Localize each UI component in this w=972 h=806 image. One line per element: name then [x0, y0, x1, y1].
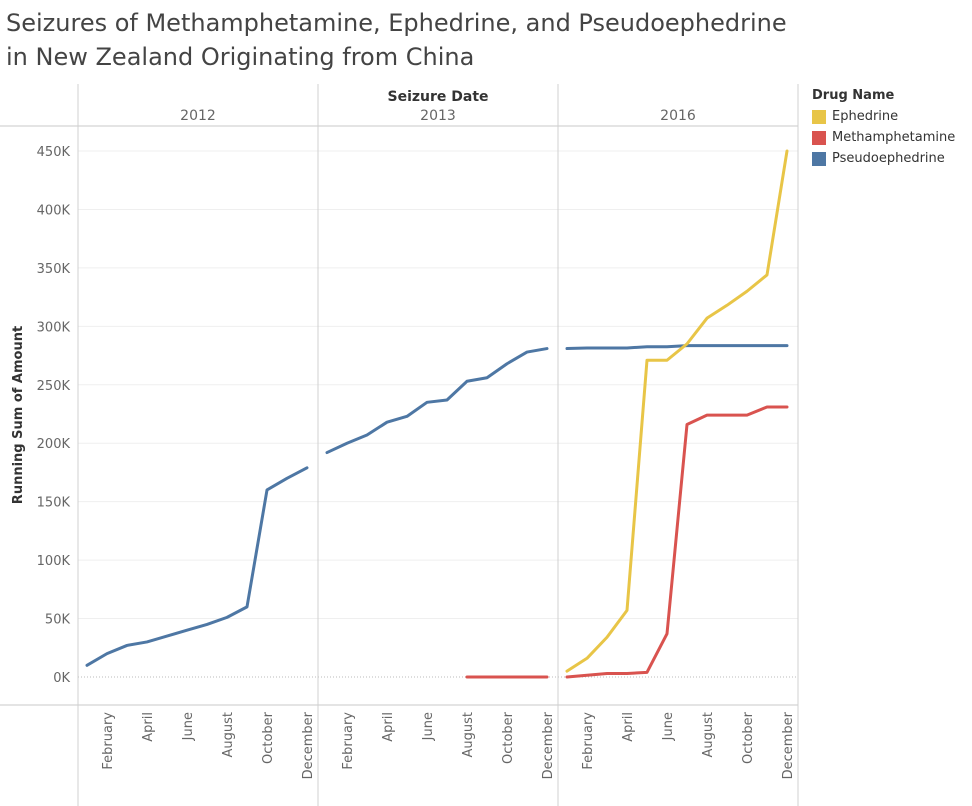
x-tick-label: June [181, 712, 196, 741]
x-tick-label: October [261, 711, 276, 764]
y-tick-label: 100K [37, 554, 71, 569]
y-tick-label: 300K [37, 320, 71, 335]
legend-item[interactable]: Pseudoephedrine [812, 148, 955, 169]
x-tick-label: June [421, 712, 436, 741]
y-tick-label: 50K [45, 613, 71, 628]
x-axis-label: Seizure Date [387, 89, 488, 105]
x-tick-label: June [661, 712, 676, 741]
legend-swatch [812, 130, 826, 145]
legend-swatch [812, 109, 826, 124]
chart-title: Seizures of Methamphetamine, Ephedrine, … [6, 9, 787, 71]
x-tick-label: December [781, 711, 796, 779]
series-line-methamphetamine-2016 [565, 405, 789, 679]
x-tick-label: October [501, 711, 516, 764]
legend-item[interactable]: Ephedrine [812, 106, 955, 127]
legend-swatch [812, 151, 826, 166]
legend-title: Drug Name [812, 88, 895, 103]
panel-year-label: 2016 [660, 108, 696, 124]
x-tick-label: August [701, 712, 716, 758]
series-lines [85, 149, 789, 679]
x-tick-label: February [341, 712, 356, 770]
y-tick-label: 450K [37, 145, 71, 160]
x-tick-label: April [141, 712, 156, 742]
chart-frame [0, 84, 799, 806]
y-tick-label: 350K [37, 262, 71, 277]
legend-label: Pseudoephedrine [832, 151, 945, 166]
legend-item[interactable]: Methamphetamine [812, 127, 955, 148]
legend-label: Methamphetamine [832, 130, 956, 145]
x-tick-label: December [541, 711, 556, 779]
x-tick-label: April [621, 712, 636, 742]
y-tick-label: 400K [37, 203, 71, 218]
series-line-pseudoephedrine-2013 [325, 347, 549, 455]
y-tick-label: 0K [53, 671, 70, 686]
legend: Drug Name Ephedrine Methamphetamine Pseudo… [812, 88, 955, 169]
panel-year-label: 2012 [180, 108, 216, 124]
x-tick-label: February [101, 712, 116, 770]
y-tick-label: 150K [37, 496, 71, 511]
x-tick-label: August [221, 712, 236, 758]
series-line-pseudoephedrine-2016 [565, 344, 789, 351]
y-axis: 0K 50K 100K 150K 200K 250K 300K 350K 400K 450K [37, 145, 71, 686]
panel-year-label: 2013 [420, 108, 456, 124]
series-line-pseudoephedrine-2012 [85, 466, 309, 667]
x-tick-label: February [581, 712, 596, 770]
series-line-ephedrine-2016 [565, 149, 789, 673]
gridlines [78, 150, 798, 678]
x-tick-label: August [461, 712, 476, 758]
y-axis-label: Running Sum of Amount [11, 326, 26, 504]
year-panels: 2012 February April June August October Decemb… [101, 108, 796, 779]
legend-label: Ephedrine [832, 109, 899, 124]
x-tick-label: October [741, 711, 756, 764]
y-tick-label: 200K [37, 437, 71, 452]
x-tick-label: December [301, 711, 316, 779]
y-tick-label: 250K [37, 379, 71, 394]
x-tick-label: April [381, 712, 396, 742]
